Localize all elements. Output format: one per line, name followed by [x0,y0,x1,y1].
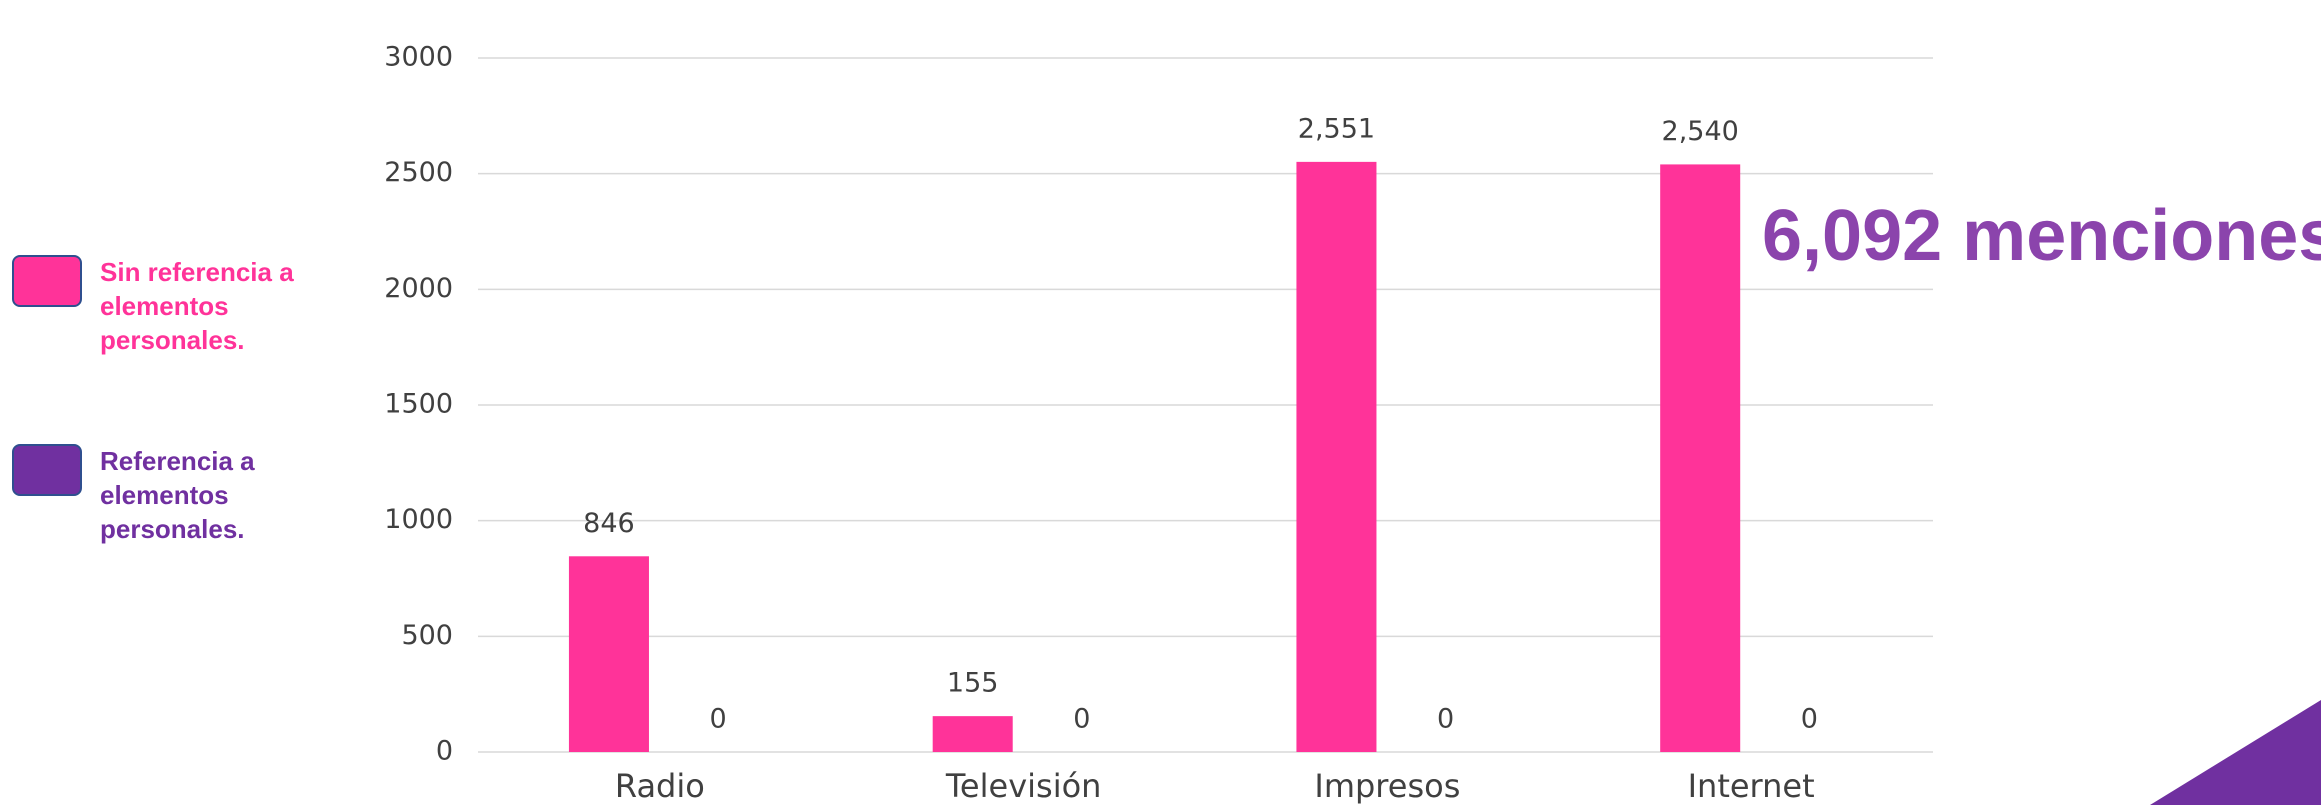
legend-label: Sin referencia a elementos personales. [100,255,330,357]
value-label: 2,540 [1662,116,1739,147]
y-tick-label: 0 [436,736,453,767]
value-label: 846 [583,508,635,539]
y-tick-label: 1500 [384,389,453,420]
legend-label: Referencia a elementos personales. [100,444,330,546]
value-label: 155 [947,668,999,699]
y-tick-label: 2000 [384,273,453,304]
bar [569,556,649,752]
y-tick-label: 1000 [384,504,453,535]
page: {"chart_data": {"type": "bar", "categori… [0,0,2321,805]
bar [933,716,1013,752]
value-label: 0 [709,704,726,735]
value-label: 0 [1073,704,1090,735]
x-tick-label: Televisión [945,767,1102,805]
y-tick-label: 500 [401,620,453,651]
value-label: 0 [1801,704,1818,735]
y-tick-label: 3000 [384,42,453,73]
legend-swatch [12,255,82,307]
annotation: 6,092 menciones [1762,196,2321,276]
value-label: 0 [1437,704,1454,735]
x-tick-label: Impresos [1314,767,1460,805]
decor-triangle [2150,700,2321,805]
value-label: 2,551 [1298,113,1375,144]
bar [1296,162,1376,752]
x-tick-label: Radio [615,767,705,805]
legend-swatch [12,444,82,496]
chart: 0 500 1000 1500 2000 2500 3000 Radio 846 0 Televis… [0,0,2321,805]
y-tick-label: 2500 [384,157,453,188]
bar [1660,164,1740,752]
x-tick-label: Internet [1688,767,1815,805]
